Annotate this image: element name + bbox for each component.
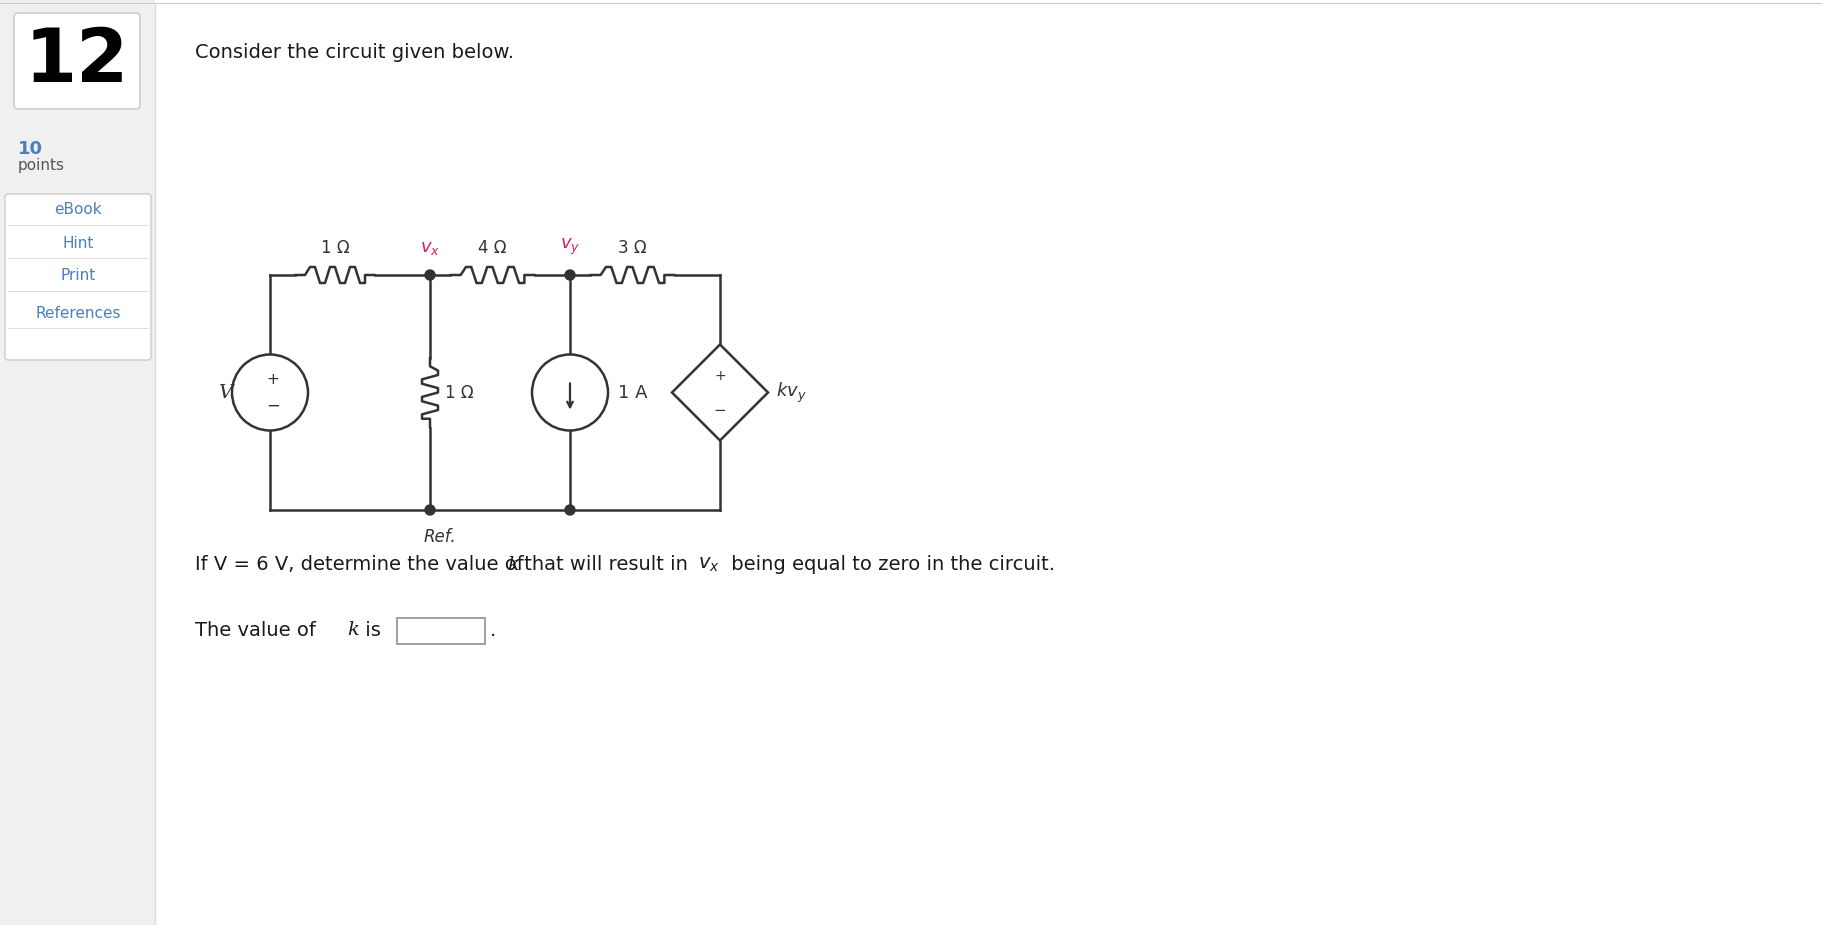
Text: Ref.: Ref. (425, 528, 456, 546)
Text: 1 A: 1 A (618, 384, 647, 401)
Text: $kv_y$: $kv_y$ (776, 380, 807, 404)
Text: 1 Ω: 1 Ω (321, 239, 350, 257)
Polygon shape (672, 344, 769, 440)
Text: V: V (219, 384, 231, 401)
FancyBboxPatch shape (15, 13, 140, 109)
Text: Hint: Hint (62, 236, 93, 251)
Text: +: + (266, 372, 279, 387)
Text: +: + (714, 368, 725, 383)
Circle shape (532, 354, 609, 430)
Text: being equal to zero in the circuit.: being equal to zero in the circuit. (725, 556, 1055, 574)
Text: 12: 12 (26, 24, 129, 97)
Text: points: points (18, 158, 66, 173)
Text: If V = 6 V, determine the value of: If V = 6 V, determine the value of (195, 556, 530, 574)
Text: Print: Print (60, 268, 95, 283)
Text: that will result in: that will result in (517, 556, 694, 574)
Text: .: . (490, 621, 496, 639)
Text: −: − (266, 397, 281, 414)
Text: −: − (714, 403, 727, 418)
Circle shape (425, 505, 435, 515)
Text: k: k (346, 621, 359, 639)
Circle shape (231, 354, 308, 430)
Text: eBook: eBook (55, 203, 102, 217)
Text: is: is (359, 621, 386, 639)
Text: Consider the circuit given below.: Consider the circuit given below. (195, 43, 514, 63)
Text: 1 Ω: 1 Ω (445, 384, 474, 401)
Text: 3 Ω: 3 Ω (618, 239, 647, 257)
Bar (397, 618, 485, 644)
Text: $v_x$: $v_x$ (419, 239, 441, 257)
Text: $v_y$: $v_y$ (559, 237, 579, 257)
Text: The value of: The value of (195, 621, 322, 639)
Text: k: k (507, 556, 519, 574)
FancyBboxPatch shape (5, 194, 151, 360)
Text: 10: 10 (18, 140, 44, 158)
Circle shape (565, 270, 576, 280)
Circle shape (565, 505, 576, 515)
Text: 4 Ω: 4 Ω (477, 239, 507, 257)
Text: $v_x$: $v_x$ (698, 556, 720, 574)
Circle shape (425, 270, 435, 280)
Text: References: References (35, 305, 120, 320)
